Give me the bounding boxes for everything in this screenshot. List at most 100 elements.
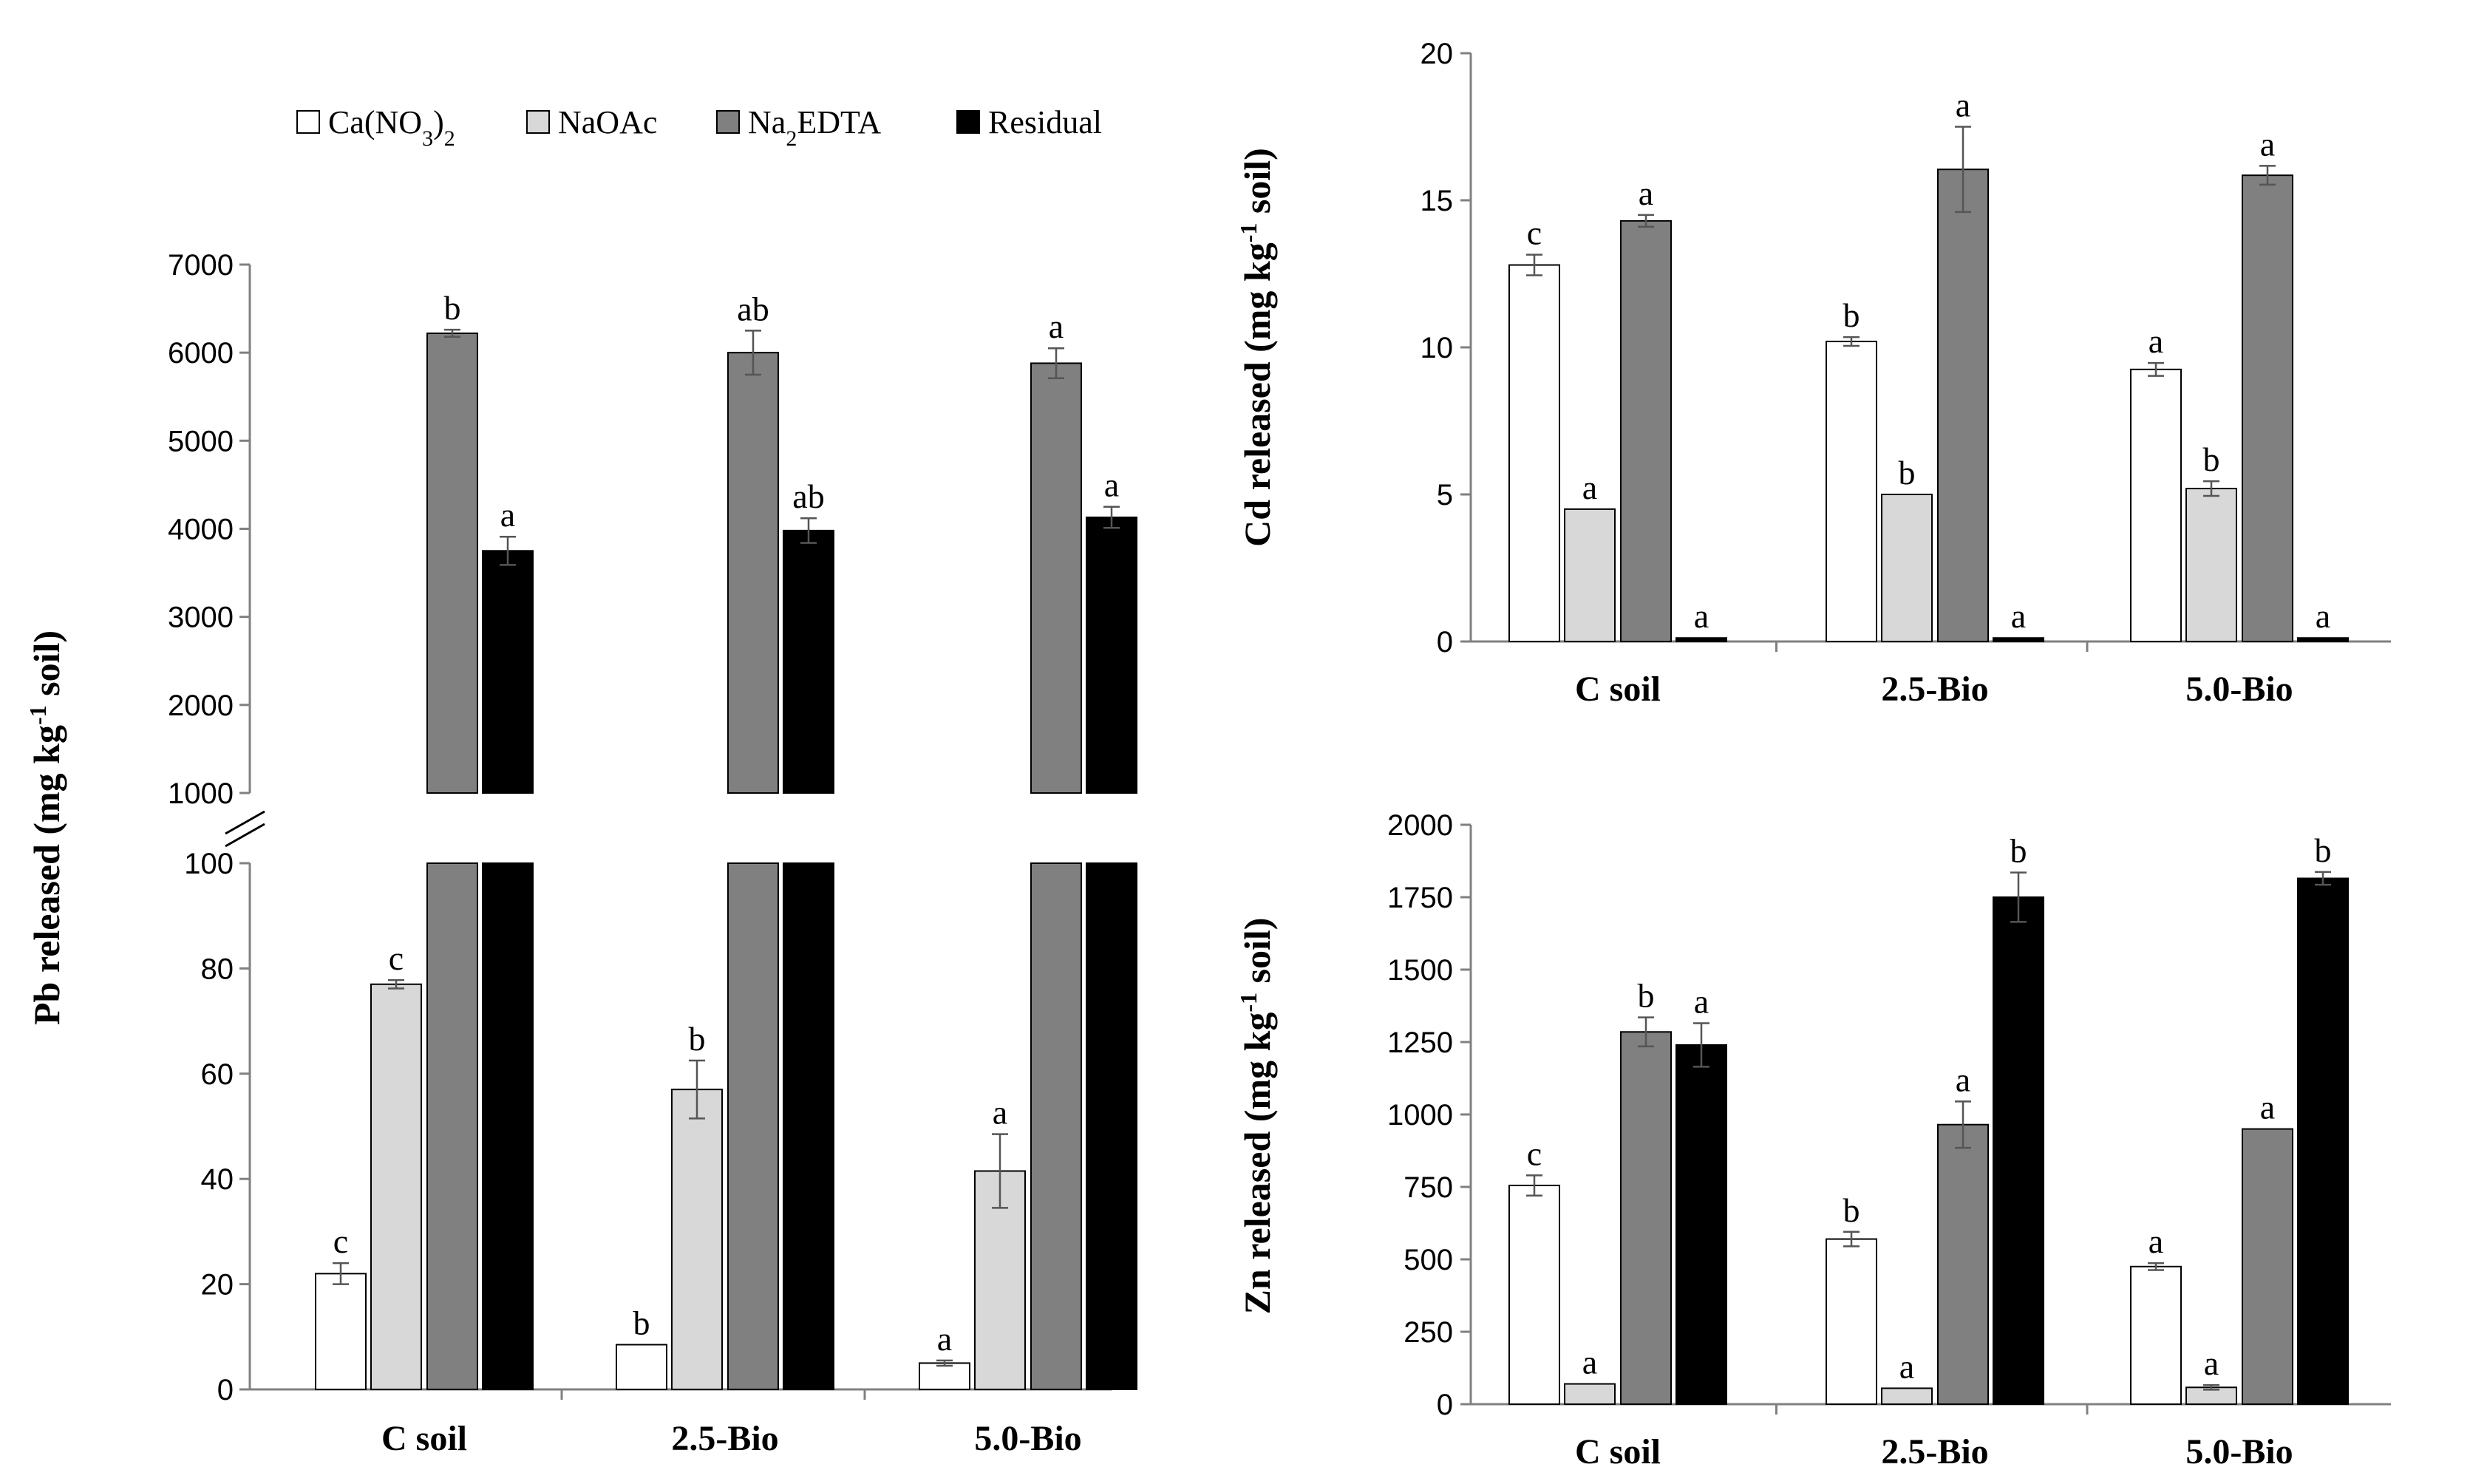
zn-letter-0-0: c xyxy=(1527,1134,1542,1172)
bar-cd-1-1 xyxy=(1881,494,1933,642)
pb-axis-break-1 xyxy=(225,810,265,835)
cd-tick-label-2: 10 xyxy=(1421,332,1454,364)
cd-chart: 0 5 10 15 20 c b a a b b a a a a a a C soil 2.5-Bio 5.0-Bio… xyxy=(1235,38,2391,709)
zn-letter-1-2: a xyxy=(1956,1061,1970,1098)
cd-letter-0-1: a xyxy=(1582,469,1597,506)
cd-letter-1-1: b xyxy=(1899,454,1916,491)
bar-cd-0-1 xyxy=(1564,508,1616,643)
pb-category-2: 5.0-Bio xyxy=(974,1419,1081,1458)
legend-label-0: Ca(NO3)2 xyxy=(328,104,455,151)
bar-pb-lower-1-2 xyxy=(727,862,779,1390)
pb-tick-label-upper-1: 2000 xyxy=(168,690,234,722)
pb-y-axis-label: Pb released (mg kg-1 soil) xyxy=(24,630,67,1025)
zn-category-2: 5.0-Bio xyxy=(2185,1432,2293,1471)
zn-letter-2-1: a xyxy=(2204,1344,2219,1382)
bar-zn-0-2 xyxy=(1620,1031,1672,1406)
cd-letter-1-3: a xyxy=(2011,597,2026,635)
legend-swatch-0 xyxy=(296,110,320,134)
bar-pb-lower-2-2 xyxy=(1030,862,1082,1390)
zn-tick-label-6: 1500 xyxy=(1387,954,1453,987)
pb-tick-label-upper-5: 6000 xyxy=(168,337,234,370)
zn-chart: 0 250 500 750 1000 1250 1500 1750 2000 c b a a a a b a a a… xyxy=(1235,809,2391,1471)
cd-category-2: 5.0-Bio xyxy=(2185,670,2293,709)
bar-pb-upper-1-2 xyxy=(727,352,779,794)
pb-tick-label-upper-3: 4000 xyxy=(168,514,234,546)
zn-letter-0-3: a xyxy=(1694,983,1709,1021)
bar-cd-1-2 xyxy=(1937,169,1989,642)
cd-letter-2-0: a xyxy=(2149,322,2163,360)
zn-letter-2-0: a xyxy=(2149,1222,2163,1260)
zn-tick-label-8: 2000 xyxy=(1387,809,1453,842)
bar-zn-0-1 xyxy=(1564,1383,1616,1406)
bar-pb-lower-1-3 xyxy=(783,862,834,1390)
legend-label-2: Na2EDTA xyxy=(748,104,881,151)
cd-category-1: 2.5-Bio xyxy=(1881,670,1988,709)
bar-pb-upper-0-3 xyxy=(482,550,534,794)
bar-cd-2-2 xyxy=(2242,174,2293,643)
pb-tick-label-lower-4: 80 xyxy=(201,953,234,985)
bar-zn-1-2 xyxy=(1937,1123,1989,1405)
pb-tick-label-lower-0: 0 xyxy=(217,1374,234,1406)
bar-zn-2-2 xyxy=(2242,1128,2293,1405)
pb-letter-0-0: c xyxy=(333,1222,348,1260)
pb-tick-label-lower-2: 40 xyxy=(201,1163,234,1196)
bar-zn-0-0 xyxy=(1508,1185,1560,1406)
pb-tick-label-upper-4: 5000 xyxy=(168,425,234,457)
bar-cd-0-0 xyxy=(1508,264,1560,642)
cd-letter-2-2: a xyxy=(2260,125,2275,163)
zn-letter-2-3: b xyxy=(2315,831,2332,869)
legend-swatch-1 xyxy=(526,110,550,134)
zn-tick-label-1: 250 xyxy=(1404,1316,1453,1349)
bar-pb-0-0 xyxy=(315,1273,367,1390)
zn-tick-label-7: 1750 xyxy=(1387,882,1453,914)
bar-cd-0-2 xyxy=(1620,219,1672,642)
pb-tick-label-lower-5: 100 xyxy=(184,848,234,880)
zn-tick-label-2: 500 xyxy=(1404,1244,1453,1276)
zn-letter-1-3: b xyxy=(2010,832,2027,870)
pb-letter-2-2: a xyxy=(1049,307,1064,345)
pb-letter-0-1: c xyxy=(389,939,404,977)
cd-category-0: C soil xyxy=(1575,670,1661,709)
pb-tick-label-lower-1: 20 xyxy=(201,1269,234,1301)
pb-tick-label-upper-2: 3000 xyxy=(168,602,234,634)
legend-label-3: Residual xyxy=(988,104,1102,140)
legend-swatch-3 xyxy=(956,110,980,134)
pb-letter-2-1: a xyxy=(993,1094,1007,1131)
cd-y-axis-label: Cd released (mg kg-1 soil) xyxy=(1235,148,1278,547)
pb-tick-label-upper-0: 1000 xyxy=(168,777,234,810)
zn-tick-label-3: 750 xyxy=(1404,1171,1453,1204)
bar-cd-1-0 xyxy=(1826,341,1877,642)
zn-category-0: C soil xyxy=(1575,1432,1661,1471)
zn-letter-1-1: a xyxy=(1899,1347,1914,1385)
zn-tick-label-0: 0 xyxy=(1437,1389,1453,1421)
cd-tick-label-1: 5 xyxy=(1437,479,1453,511)
bar-zn-1-3 xyxy=(1993,896,2044,1405)
cd-tick-label-3: 15 xyxy=(1421,185,1454,217)
bar-pb-1-1 xyxy=(671,1089,723,1391)
bar-zn-2-3 xyxy=(2297,877,2349,1405)
zn-letter-0-1: a xyxy=(1582,1344,1597,1381)
pb-letter-2-3: a xyxy=(1104,466,1119,504)
pb-letter-1-2: ab xyxy=(737,290,769,327)
zn-category-1: 2.5-Bio xyxy=(1881,1432,1988,1471)
legend: Ca(NO3)2 NaOAc Na2EDTA Residual xyxy=(296,104,1102,151)
cd-letter-2-3: a xyxy=(2316,597,2330,635)
zn-tick-label-5: 1250 xyxy=(1387,1027,1453,1059)
bar-zn-1-0 xyxy=(1826,1238,1877,1406)
pb-letter-1-0: b xyxy=(633,1304,650,1341)
pb-chart: 0 20 40 60 80 100 1000 2000 3000 4000 5000 6000 7000… xyxy=(24,249,1137,1458)
zn-y-axis-label: Zn released (mg kg-1 soil) xyxy=(1235,918,1278,1315)
pb-letter-0-2: b xyxy=(444,289,461,327)
pb-letter-2-0: a xyxy=(937,1320,952,1358)
bar-cd-2-3 xyxy=(2297,637,2349,642)
pb-axis-break-2 xyxy=(225,823,265,848)
pb-letter-1-1: b xyxy=(689,1020,706,1058)
bar-cd-2-0 xyxy=(2130,368,2182,642)
pb-tick-label-lower-3: 60 xyxy=(201,1058,234,1091)
bar-pb-upper-2-3 xyxy=(1086,517,1137,794)
bar-pb-lower-2-3 xyxy=(1086,862,1137,1390)
pb-category-1: 2.5-Bio xyxy=(671,1419,778,1458)
pb-category-0: C soil xyxy=(381,1419,467,1458)
bar-pb-2-0 xyxy=(919,1362,970,1391)
bar-cd-0-3 xyxy=(1675,637,1727,642)
